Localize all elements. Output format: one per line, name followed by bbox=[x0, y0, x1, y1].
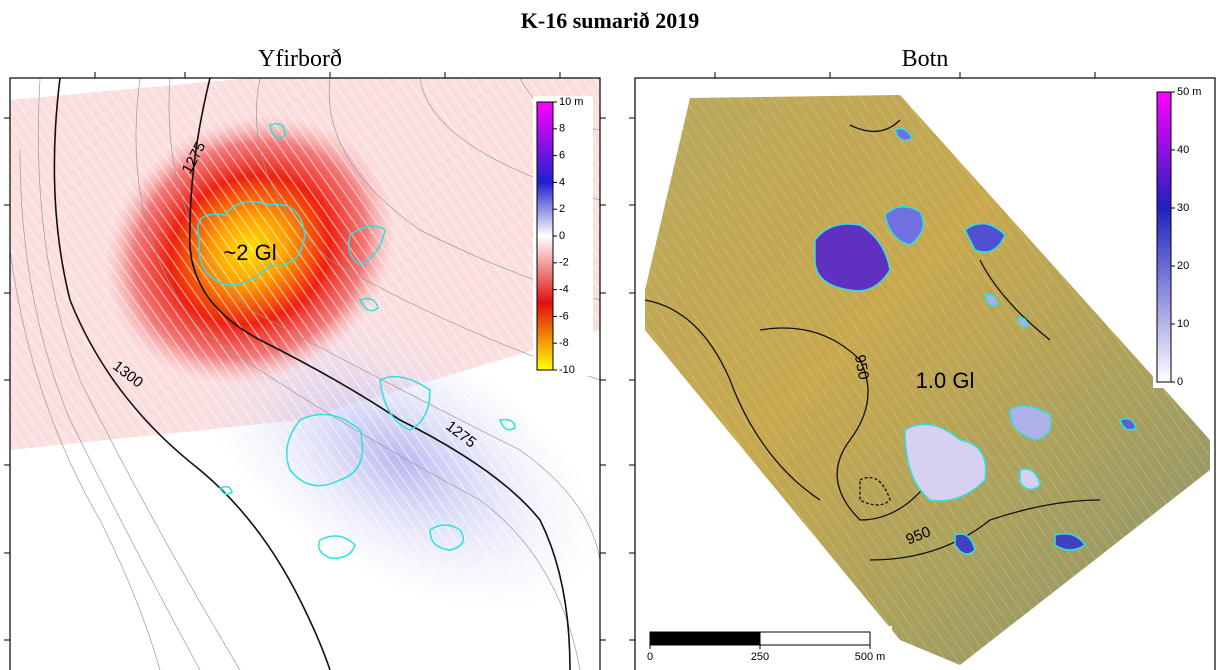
bed-map: 950 950 1.0 Gl bbox=[645, 95, 1210, 665]
colorbar-label: -4 bbox=[559, 284, 569, 296]
scale-bar-segment bbox=[650, 632, 760, 645]
colorbar-label: 30 bbox=[1177, 202, 1189, 214]
volume-annotation: ~2 Gl bbox=[223, 240, 276, 265]
scale-label: 0 bbox=[647, 651, 653, 663]
colorbar-label: -6 bbox=[559, 310, 569, 322]
scale-label: 250 bbox=[751, 651, 769, 663]
figure-title: K-16 sumarið 2019 bbox=[521, 8, 699, 33]
colorbar-label: 4 bbox=[559, 176, 565, 188]
colorbar bbox=[537, 102, 553, 370]
colorbar-label: 0 bbox=[559, 230, 565, 242]
colorbar-label: -2 bbox=[559, 257, 569, 269]
scale-label: 500 m bbox=[855, 651, 886, 663]
figure: K-16 sumarið 2019 Yfirborð Botn bbox=[0, 0, 1219, 670]
colorbar-label: -8 bbox=[559, 337, 569, 349]
volume-annotation: 1.0 Gl bbox=[916, 368, 975, 393]
colorbar-label: 8 bbox=[559, 123, 565, 135]
colorbar-label: -10 bbox=[559, 364, 575, 376]
colorbar-label: 50 m bbox=[1177, 86, 1201, 98]
colorbar-label: 2 bbox=[559, 203, 565, 215]
scale-bar-segment bbox=[760, 632, 870, 645]
panel-title: Yfirborð bbox=[258, 46, 342, 72]
colorbar bbox=[1157, 92, 1171, 382]
colorbar-label: 10 bbox=[1177, 318, 1189, 330]
panel-title: Botn bbox=[902, 46, 949, 72]
colorbar-label: 0 bbox=[1177, 376, 1183, 388]
colorbar-label: 20 bbox=[1177, 260, 1189, 272]
colorbar-label: 6 bbox=[559, 150, 565, 162]
colorbar-label: 10 m bbox=[559, 96, 583, 108]
colorbar-label: 40 bbox=[1177, 144, 1189, 156]
